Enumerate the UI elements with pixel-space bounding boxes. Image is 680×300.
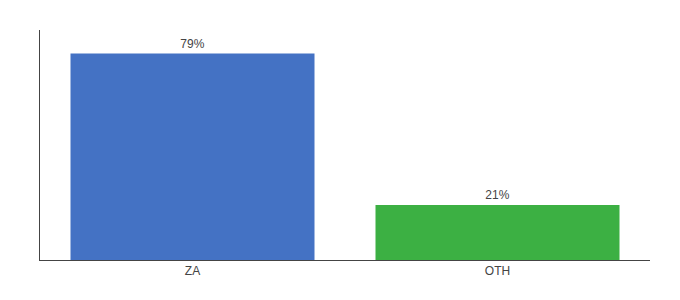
svg-text:21%: 21% <box>485 188 509 202</box>
svg-text:ZA: ZA <box>185 264 200 278</box>
svg-text:79%: 79% <box>180 37 204 51</box>
svg-text:OTH: OTH <box>485 264 510 278</box>
